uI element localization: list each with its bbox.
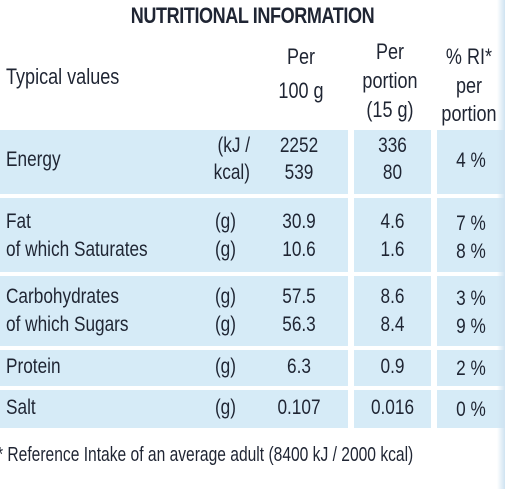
row-salt-ri: 0 % — [456, 398, 486, 421]
row-energy-portion-kj: 336 — [378, 134, 407, 157]
row-energy-ri: 4 % — [456, 149, 486, 172]
table-panel-names — [0, 130, 348, 428]
row-saturates-unit: (g) — [214, 238, 236, 261]
row-carbohydrates-per100: 57.5 — [282, 285, 316, 308]
row-carbohydrates-portion: 8.6 — [380, 285, 405, 308]
row-energy-per100-kcal: 539 — [284, 161, 314, 184]
table-panel-ri — [437, 130, 505, 428]
table-panel-portion — [354, 130, 431, 428]
row-carbohydrates-name: Carbohydrates — [6, 285, 119, 308]
header-per-portion-line1: Per — [375, 39, 405, 64]
row-protein-unit: (g) — [214, 355, 236, 378]
row-fat-name: Fat — [6, 210, 31, 233]
row-divider — [0, 194, 505, 198]
row-protein-ri: 2 % — [456, 357, 486, 380]
row-divider — [0, 386, 505, 390]
row-salt-per100: 0.107 — [277, 396, 321, 419]
row-protein-portion: 0.9 — [380, 355, 405, 378]
column-divider — [431, 130, 437, 428]
header-ri-line1: % RI* — [445, 44, 493, 69]
row-fat-per100: 30.9 — [282, 210, 316, 233]
header-typical-values: Typical values — [6, 64, 120, 89]
row-salt-unit: (g) — [214, 396, 236, 419]
row-saturates-ri: 8 % — [456, 240, 486, 263]
row-sugars-portion: 8.4 — [380, 313, 405, 336]
row-divider — [0, 346, 505, 350]
row-saturates-portion: 1.6 — [380, 238, 405, 261]
header-ri-line2: per — [455, 73, 483, 98]
column-divider — [348, 130, 354, 428]
row-salt-portion: 0.016 — [370, 396, 415, 419]
row-salt-name: Salt — [6, 396, 36, 419]
row-protein-per100: 6.3 — [287, 355, 311, 378]
header-per-portion-line3: (15 g) — [366, 97, 414, 122]
row-energy-unit-kcal: kcal) — [213, 161, 250, 184]
row-sugars-unit: (g) — [214, 313, 236, 336]
row-saturates-name: of which Saturates — [6, 238, 148, 261]
row-carbohydrates-unit: (g) — [214, 285, 236, 308]
header-per-100g-line1: Per — [286, 44, 316, 69]
row-sugars-name: of which Sugars — [6, 313, 129, 336]
footnote: * Reference Intake of an average adult (… — [0, 444, 414, 466]
row-energy-name: Energy — [6, 148, 61, 171]
label-title: NUTRITIONAL INFORMATION — [130, 3, 375, 28]
header-ri-line3: portion — [441, 101, 497, 126]
row-energy-unit-kj: (kJ / — [217, 134, 250, 157]
row-fat-portion: 4.6 — [380, 210, 405, 233]
row-carbohydrates-ri: 3 % — [456, 287, 486, 310]
row-fat-ri: 7 % — [456, 212, 486, 235]
row-saturates-per100: 10.6 — [282, 238, 316, 261]
row-fat-unit: (g) — [214, 210, 236, 233]
row-energy-portion-kcal: 80 — [382, 161, 403, 184]
row-sugars-per100: 56.3 — [282, 313, 316, 336]
row-energy-per100-kj: 2252 — [279, 134, 319, 157]
row-sugars-ri: 9 % — [456, 315, 486, 338]
edge-shadow — [497, 0, 505, 489]
header-per-portion-line2: portion — [362, 68, 418, 93]
row-protein-name: Protein — [6, 355, 61, 378]
header-per-100g-line2: 100 g — [278, 78, 324, 103]
row-divider — [0, 272, 505, 276]
